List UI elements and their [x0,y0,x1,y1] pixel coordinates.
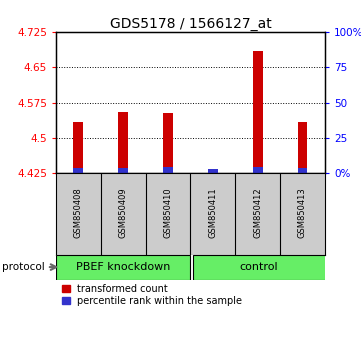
Bar [253,51,262,173]
Bar [163,113,173,173]
Text: GSM850410: GSM850410 [164,187,173,238]
Text: GSM850412: GSM850412 [253,187,262,238]
Bar [118,112,128,173]
Text: GSM850411: GSM850411 [208,187,217,238]
Text: control: control [240,262,278,272]
Bar [163,167,173,173]
Bar [297,168,308,173]
Bar [193,255,326,280]
Bar [297,121,308,173]
Bar [253,167,262,173]
Bar [73,121,83,173]
Bar [208,170,218,173]
Text: GSM850408: GSM850408 [74,187,83,238]
Text: PBEF knockdown: PBEF knockdown [76,262,170,272]
Legend: transformed count, percentile rank within the sample: transformed count, percentile rank withi… [61,283,243,307]
Text: protocol: protocol [3,262,45,272]
Bar [73,168,83,173]
Text: GSM850409: GSM850409 [119,187,128,238]
Title: GDS5178 / 1566127_at: GDS5178 / 1566127_at [109,17,271,31]
Bar [118,168,128,173]
Bar [56,255,191,280]
Bar [208,169,218,173]
Text: GSM850413: GSM850413 [298,187,307,238]
